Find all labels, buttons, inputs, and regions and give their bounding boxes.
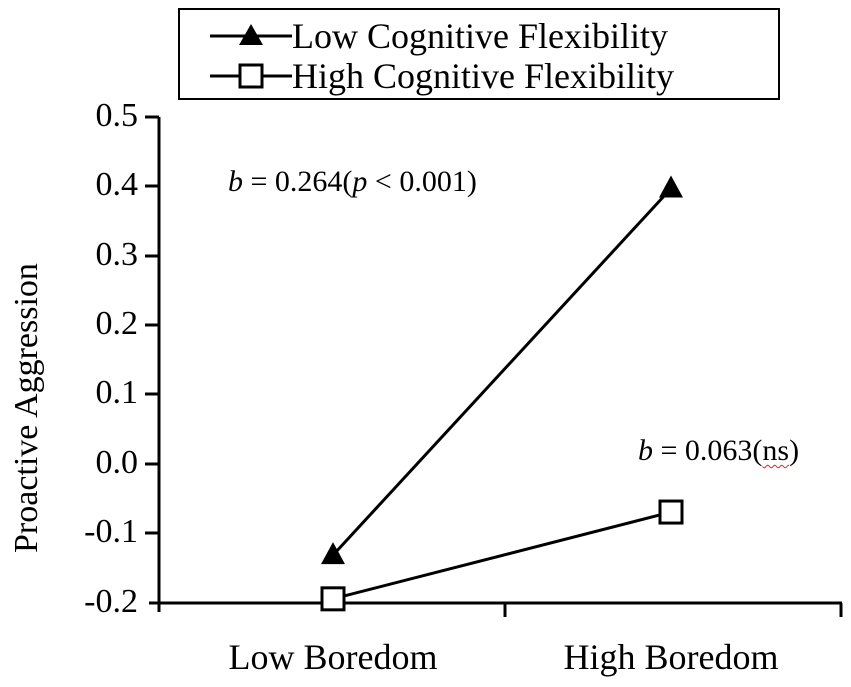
y-tick-label: 0.1 <box>95 374 139 411</box>
y-tick-marks <box>145 115 159 535</box>
x-tick-marks <box>503 603 843 617</box>
b-value: = 0.063( <box>653 434 763 467</box>
legend-label: High Cognitive Flexibility <box>292 56 675 96</box>
y-tick-label: 0.4 <box>95 166 139 203</box>
p-symbol: p <box>352 165 368 198</box>
series-high-cf <box>320 499 684 612</box>
y-tick-label: 0.3 <box>95 236 139 273</box>
x-tick-label-high-boredom: High Boredom <box>563 637 779 677</box>
x-tick-label-low-boredom: Low Boredom <box>228 637 438 677</box>
filled-triangle-icon <box>210 16 292 56</box>
y-tick-label: 0.5 <box>95 97 139 134</box>
open-square-icon <box>210 56 292 96</box>
legend-label: Low Cognitive Flexibility <box>292 16 668 56</box>
slope-annotation-high-cf: b = 0.063(ns) <box>638 434 799 468</box>
legend: Low Cognitive Flexibility High Cognitive… <box>178 8 780 100</box>
y-tick-label: -0.2 <box>84 583 138 620</box>
b-symbol: b <box>228 165 243 198</box>
slope-annotation-low-cf: b = 0.264(p < 0.001) <box>228 165 477 199</box>
filled-triangle-marker <box>321 542 345 565</box>
b-symbol: b <box>638 434 653 467</box>
open-square-marker <box>320 586 346 612</box>
y-axis-label: Proactive Aggression <box>8 263 45 553</box>
legend-item-high-cf: High Cognitive Flexibility <box>180 56 674 96</box>
legend-item-low-cf: Low Cognitive Flexibility <box>180 16 668 56</box>
filled-triangle-marker <box>659 175 683 198</box>
open-square-marker <box>658 499 684 525</box>
y-tick-label: 0.0 <box>95 444 139 481</box>
b-value: = 0.264( <box>243 165 353 198</box>
y-tick-label: 0.2 <box>95 305 139 342</box>
p-value: < 0.001) <box>367 165 477 198</box>
y-tick-label: -0.1 <box>84 513 138 550</box>
series-low-cf <box>321 175 683 565</box>
close-paren: ) <box>789 434 800 467</box>
ns-label: ns <box>762 434 790 467</box>
